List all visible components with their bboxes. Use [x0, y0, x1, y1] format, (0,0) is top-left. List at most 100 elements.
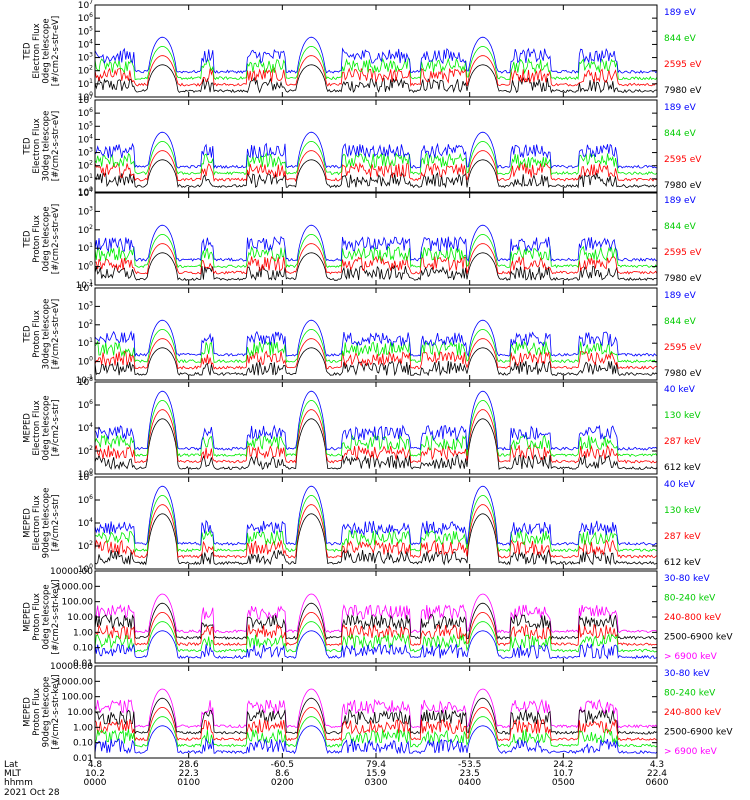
y-tick-label: 101: [78, 337, 93, 349]
legend-entry: 287 keV: [664, 437, 701, 447]
series-line: [94, 45, 658, 81]
y-tick-label: 106: [78, 107, 93, 119]
x-tick-label: 0300: [365, 778, 388, 788]
y-axis-label: MEPEDElectron Flux0deg telescope[#/cm2-s…: [23, 395, 62, 460]
x-tick-label: 28.6: [179, 760, 199, 770]
y-tick-label: 108: [78, 376, 93, 388]
y-axis-label: TEDElectron Flux0deg telescope[#/cm2-s-s…: [23, 16, 62, 86]
y-axis-label: MEPEDProton Flux0deg telescope[#/cm2-s-s…: [23, 580, 62, 655]
y-axis-label: TEDElectron Flux30deg telescope[#/cm2-s-…: [23, 111, 62, 182]
x-row-label: MLT: [4, 769, 22, 779]
x-tick-label: 8.6: [275, 769, 290, 779]
x-tick-label: 0200: [271, 778, 294, 788]
x-tick-label: -60.5: [271, 760, 294, 770]
series-line: [94, 328, 658, 364]
y-tick-label: 102: [78, 160, 93, 172]
y-tick-label: 101: [78, 173, 93, 185]
series-line: [94, 36, 658, 74]
legend-entry: 130 keV: [664, 411, 701, 421]
legend-entry: 287 keV: [664, 532, 701, 542]
series-line: [94, 725, 658, 755]
legend-entry: 7980 eV: [664, 181, 702, 191]
y-tick-label: 0.01: [73, 754, 93, 764]
y-tick-label: 0.10: [73, 739, 93, 749]
y-tick-label: 106: [78, 12, 93, 24]
flux-panel: 10-1 100 101 102 103 104 TEDProton Flux0deg te…: [23, 187, 703, 291]
legend-entry: 80-240 keV: [664, 594, 716, 604]
y-tick-label: 100: [78, 468, 93, 480]
x-tick-label: 10.2: [85, 769, 105, 779]
flux-panel: 100 102 104 106 108 MEPEDElectron Flux0deg te…: [23, 376, 702, 480]
legend-entry: 612 keV: [664, 463, 701, 473]
x-row-label: Lat: [4, 760, 19, 770]
x-axis-labels: Lat 4.8 28.6 -60.5 79.4 -53.5 24.2 4.3 MLT 10.2 22…: [4, 760, 669, 798]
date-label: 2021 Oct 28: [4, 788, 60, 798]
x-tick-label: 10.7: [553, 769, 573, 779]
x-tick-label: 22.3: [179, 769, 199, 779]
legend-entry: 7980 eV: [664, 86, 702, 96]
y-tick-label: 10-1: [76, 279, 94, 291]
series-line: [94, 621, 658, 653]
y-tick-label: 105: [78, 120, 93, 132]
series-line: [94, 611, 658, 647]
x-tick-label: 0400: [458, 778, 481, 788]
series-line: [94, 243, 658, 275]
series-line: [94, 319, 658, 358]
y-tick-label: 108: [78, 471, 93, 483]
series-line: [94, 409, 658, 464]
panel-frame: [94, 4, 658, 98]
y-tick-label: 10000.00: [50, 662, 93, 672]
y-tick-label: 1.00: [73, 723, 93, 733]
legend-entry: 40 keV: [664, 480, 696, 490]
panel-frame: [94, 476, 658, 570]
legend-entry: 7980 eV: [664, 369, 702, 379]
y-tick-label: 104: [78, 422, 93, 434]
flux-panel: 0.01 0.10 1.00 10.00 100.00 1000.00 10000.00 ME…: [23, 567, 734, 669]
y-tick-label: 100.00: [62, 598, 94, 608]
panel-frame: [94, 192, 658, 286]
series-line: [94, 494, 658, 553]
x-tick-label: 24.2: [553, 760, 573, 770]
series-line: [94, 630, 658, 660]
legend-entry: > 6900 keV: [664, 652, 718, 662]
x-row-label: hhmm: [4, 778, 33, 788]
series-line: [94, 233, 658, 269]
y-tick-label: 102: [78, 65, 93, 77]
series-line: [94, 602, 658, 641]
series-line: [94, 338, 658, 370]
x-tick-label: 15.9: [366, 769, 386, 779]
legend-entry: 844 eV: [664, 34, 697, 44]
legend-entry: 240-800 keV: [664, 708, 722, 718]
legend-entry: 189 eV: [664, 196, 697, 206]
y-tick-label: 102: [78, 445, 93, 457]
y-tick-label: 102: [78, 224, 93, 236]
series-line: [94, 485, 658, 547]
y-tick-label: 100.00: [62, 693, 94, 703]
series-line: [94, 159, 658, 189]
x-tick-label: -53.5: [458, 760, 481, 770]
y-tick-label: 0.10: [73, 644, 93, 654]
y-tick-label: 10.00: [67, 613, 93, 623]
series-line: [94, 688, 658, 729]
y-tick-label: 100: [78, 356, 93, 368]
y-tick-label: 102: [78, 540, 93, 552]
y-axis-label: TEDProton Flux0deg telescope[#/cm2-s-str…: [23, 204, 62, 274]
y-tick-label: 10.00: [67, 708, 93, 718]
y-tick-label: 104: [78, 187, 93, 199]
x-tick-label: 0500: [552, 778, 575, 788]
y-tick-label: 106: [78, 399, 93, 411]
y-tick-label: 106: [78, 494, 93, 506]
flux-panel: 10-1 100 101 102 103 104 TEDProton Flux30deg t…: [23, 282, 703, 386]
series-line: [94, 504, 658, 559]
legend-entry: 2500-6900 keV: [664, 728, 733, 738]
y-tick-label: 103: [78, 52, 93, 64]
series-line: [94, 55, 658, 87]
legend-entry: 2595 eV: [664, 60, 702, 70]
y-tick-label: 107: [78, 94, 93, 106]
legend-entry: 844 eV: [664, 222, 697, 232]
series-line: [94, 593, 658, 634]
flux-panel: 0.01 0.10 1.00 10.00 100.00 1000.00 10000.00 ME…: [23, 662, 734, 764]
y-tick-label: 100: [78, 563, 93, 575]
x-tick-label: 79.4: [366, 760, 386, 770]
